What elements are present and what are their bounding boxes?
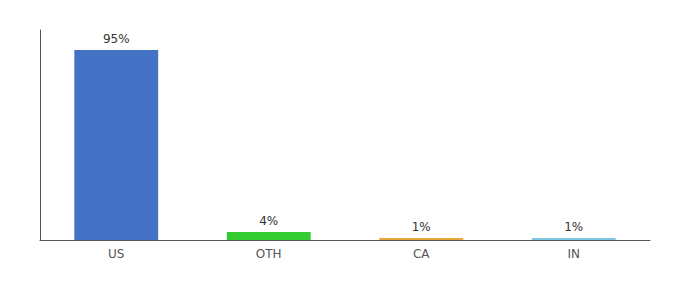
- svg-text:US: US: [108, 247, 124, 261]
- svg-text:4%: 4%: [259, 214, 278, 228]
- svg-text:1%: 1%: [412, 220, 431, 234]
- svg-text:IN: IN: [567, 247, 580, 261]
- svg-text:CA: CA: [413, 247, 430, 261]
- svg-text:1%: 1%: [564, 220, 583, 234]
- svg-text:OTH: OTH: [256, 247, 282, 261]
- svg-text:95%: 95%: [103, 32, 130, 46]
